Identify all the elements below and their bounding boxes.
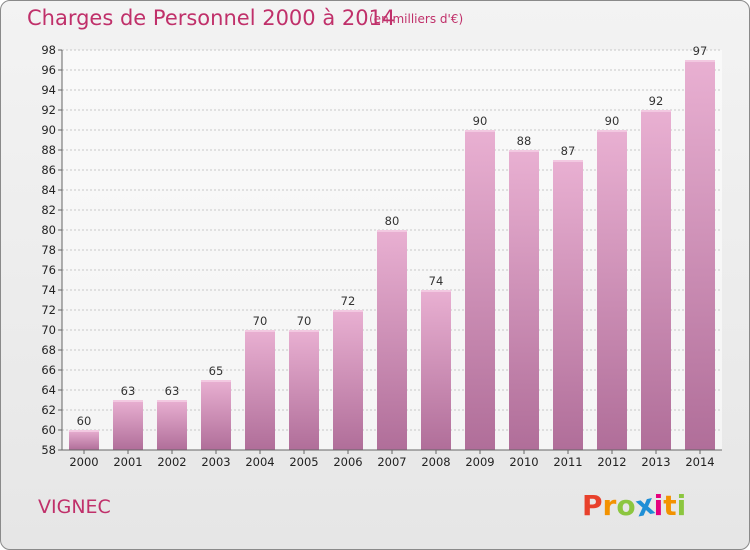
axes xyxy=(58,49,722,454)
bar-top-highlight xyxy=(597,130,627,132)
value-label: 97 xyxy=(693,44,708,58)
bar-2008 xyxy=(421,290,451,450)
bar-top-highlight xyxy=(553,160,583,162)
value-label: 65 xyxy=(209,364,224,378)
y-tick-label: 58 xyxy=(41,443,56,457)
y-tick-label: 94 xyxy=(41,83,56,97)
commune-name: VIGNEC xyxy=(38,496,111,518)
bar-top-highlight xyxy=(377,230,407,232)
x-tick-label: 2003 xyxy=(201,455,230,469)
y-tick-label: 68 xyxy=(41,343,56,357)
x-tick-label: 2013 xyxy=(641,455,670,469)
bar-2011 xyxy=(553,160,583,450)
bar-2014 xyxy=(685,60,715,450)
y-tick-label: 86 xyxy=(41,163,56,177)
y-tick-label: 84 xyxy=(41,183,56,197)
y-tick-label: 66 xyxy=(41,363,56,377)
chart-title: Charges de Personnel 2000 à 2014 xyxy=(27,6,396,30)
bar-2001 xyxy=(113,400,143,450)
y-tick-label: 76 xyxy=(41,263,56,277)
x-tick-label: 2014 xyxy=(685,455,714,469)
proxiti-logo: Proxiti xyxy=(582,487,687,523)
bar-2004 xyxy=(245,330,275,450)
value-label: 70 xyxy=(297,314,312,328)
chart-subtitle: (en milliers d'€) xyxy=(369,12,464,26)
logo-letter: i xyxy=(653,489,664,522)
y-tick-label: 78 xyxy=(41,243,56,257)
bar-top-highlight xyxy=(685,60,715,62)
y-tick-label: 98 xyxy=(41,43,56,57)
y-tick-label: 90 xyxy=(41,123,56,137)
value-label: 74 xyxy=(429,274,444,288)
x-tick-label: 2010 xyxy=(509,455,538,469)
y-tick-label: 74 xyxy=(41,283,56,297)
bar-2009 xyxy=(465,130,495,450)
value-label: 87 xyxy=(561,144,576,158)
bar-2013 xyxy=(641,110,671,450)
value-label: 72 xyxy=(341,294,356,308)
y-tick-label: 82 xyxy=(41,203,56,217)
bar-top-highlight xyxy=(333,310,363,312)
bar-top-highlight xyxy=(421,290,451,292)
value-label: 63 xyxy=(165,384,180,398)
bar-top-highlight xyxy=(245,330,275,332)
y-tick-label: 88 xyxy=(41,143,56,157)
x-tick-label: 2002 xyxy=(157,455,186,469)
bar-top-highlight xyxy=(113,400,143,402)
y-tick-label: 72 xyxy=(41,303,56,317)
bar-top-highlight xyxy=(641,110,671,112)
x-tick-label: 2009 xyxy=(465,455,494,469)
x-tick-label: 2006 xyxy=(333,455,362,469)
value-label: 60 xyxy=(77,414,92,428)
logo-letter: i xyxy=(676,489,687,522)
y-tick-label: 80 xyxy=(41,223,56,237)
bar-2006 xyxy=(333,310,363,450)
bar-2000 xyxy=(69,430,99,450)
bar-2002 xyxy=(157,400,187,450)
y-tick-label: 60 xyxy=(41,423,56,437)
value-label: 70 xyxy=(253,314,268,328)
logo-letter: r xyxy=(602,489,617,522)
x-tick-label: 2005 xyxy=(289,455,318,469)
y-tick-label: 62 xyxy=(41,403,56,417)
bar-2005 xyxy=(289,330,319,450)
logo-letter: t xyxy=(663,489,677,522)
value-label: 92 xyxy=(649,94,664,108)
bar-2003 xyxy=(201,380,231,450)
logo-letter: P xyxy=(582,489,603,522)
bar-2007 xyxy=(377,230,407,450)
value-label: 63 xyxy=(121,384,136,398)
x-tick-label: 2000 xyxy=(69,455,98,469)
value-label: 90 xyxy=(605,114,620,128)
value-label: 90 xyxy=(473,114,488,128)
logo-letter: o xyxy=(616,489,636,522)
bar-top-highlight xyxy=(289,330,319,332)
labels: 58 60 62 64 66 68 70 72 74 76 78 80 82 84 86 88 90 92 94 96… xyxy=(41,43,714,469)
value-label: 80 xyxy=(385,214,400,228)
y-tick-label: 96 xyxy=(41,63,56,77)
y-tick-label: 64 xyxy=(41,383,56,397)
bar-2010 xyxy=(509,150,539,450)
y-tick-label: 70 xyxy=(41,323,56,337)
bar-top-highlight xyxy=(465,130,495,132)
x-tick-label: 2001 xyxy=(113,455,142,469)
x-tick-label: 2008 xyxy=(421,455,450,469)
bars xyxy=(69,60,715,450)
x-tick-label: 2012 xyxy=(597,455,626,469)
bar-top-highlight xyxy=(201,380,231,382)
y-tick-label: 92 xyxy=(41,103,56,117)
x-tick-label: 2011 xyxy=(553,455,582,469)
bar-top-highlight xyxy=(509,150,539,152)
bar-2012 xyxy=(597,130,627,450)
value-label: 88 xyxy=(517,134,532,148)
bar-top-highlight xyxy=(157,400,187,402)
bar-top-highlight xyxy=(69,430,99,432)
x-tick-label: 2004 xyxy=(245,455,274,469)
x-tick-label: 2007 xyxy=(377,455,406,469)
